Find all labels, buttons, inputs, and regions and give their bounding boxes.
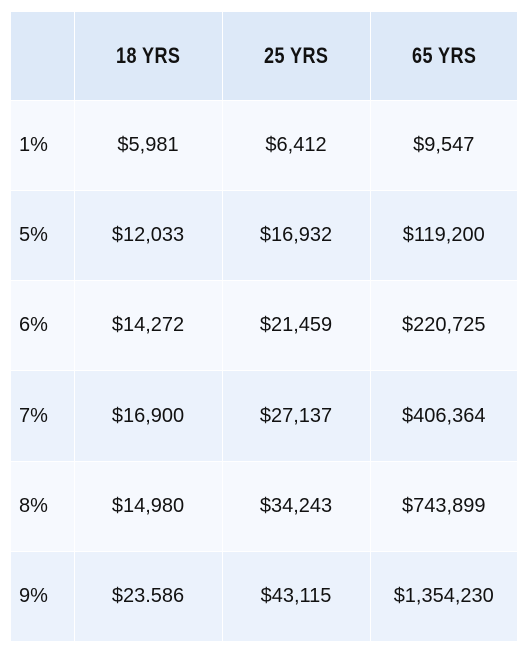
value-cell-18-yrs: $16,900 [74,370,223,462]
header-row: 18 YRS 25 YRS 65 YRS [11,12,517,101]
value-cell-25-yrs: $43,115 [222,551,371,643]
growth-table: 18 YRS 25 YRS 65 YRS 1% $5,981 $6,412 $9… [11,12,517,643]
value-cell-65-yrs: $1,354,230 [370,551,517,643]
rate-cell: 7% [11,370,75,462]
growth-table-container: 18 YRS 25 YRS 65 YRS 1% $5,981 $6,412 $9… [11,12,517,643]
value-cell-25-yrs: $34,243 [222,461,371,552]
header-25-yrs: 25 YRS [222,12,371,101]
value-cell-18-yrs: $5,981 [74,100,223,192]
value-cell-18-yrs: $14,980 [74,461,223,552]
value-cell-65-yrs: $9,547 [370,100,517,192]
header-65-yrs: 65 YRS [370,12,517,101]
table-row: 9% $23.586 $43,115 $1,354,230 [11,551,517,643]
value-cell-25-yrs: $16,932 [222,190,371,282]
rate-cell: 5% [11,190,75,282]
value-cell-65-yrs: $743,899 [370,461,517,552]
value-cell-25-yrs: $21,459 [222,280,371,372]
table-row: 1% $5,981 $6,412 $9,547 [11,100,517,192]
table-row: 5% $12,033 $16,932 $119,200 [11,190,517,282]
header-18-yrs: 18 YRS [74,12,223,101]
rate-cell: 1% [11,100,75,192]
value-cell-25-yrs: $27,137 [222,370,371,462]
value-cell-65-yrs: $220,725 [370,280,517,372]
value-cell-18-yrs: $14,272 [74,280,223,372]
rate-cell: 8% [11,461,75,552]
value-cell-65-yrs: $119,200 [370,190,517,282]
value-cell-65-yrs: $406,364 [370,370,517,462]
value-cell-25-yrs: $6,412 [222,100,371,192]
header-corner-cell [11,12,75,101]
table-row: 8% $14,980 $34,243 $743,899 [11,461,517,552]
table-row: 6% $14,272 $21,459 $220,725 [11,280,517,372]
rate-cell: 9% [11,551,75,643]
value-cell-18-yrs: $12,033 [74,190,223,282]
rate-cell: 6% [11,280,75,372]
table-row: 7% $16,900 $27,137 $406,364 [11,370,517,462]
value-cell-18-yrs: $23.586 [74,551,223,643]
